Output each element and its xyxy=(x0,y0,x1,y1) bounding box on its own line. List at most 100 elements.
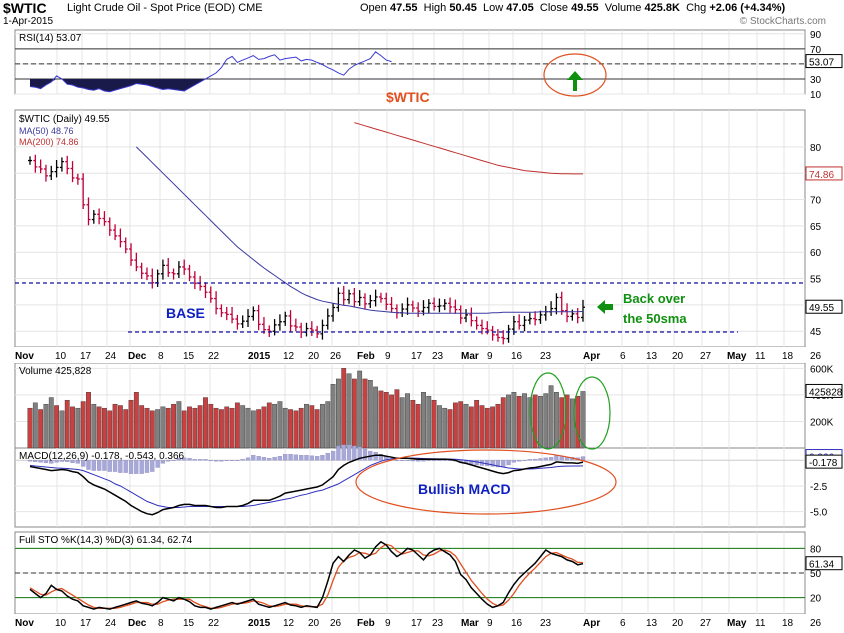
volume-bar xyxy=(165,407,171,449)
x-tick-label-top: 8 xyxy=(158,351,164,362)
x-tick-label-bottom: 24 xyxy=(105,618,117,629)
x-tick-label-bottom: Mar xyxy=(461,618,479,629)
price-tick-label: 70 xyxy=(810,196,822,207)
green-up-arrow-icon xyxy=(567,71,583,91)
volume-bar xyxy=(245,407,251,449)
x-tick-label-bottom: 6 xyxy=(620,618,626,629)
x-axis-strip-bottom xyxy=(0,614,844,633)
x-tick-label-top: Apr xyxy=(583,351,600,362)
macd-histogram-bar xyxy=(293,454,299,461)
x-tick-label-bottom: Apr xyxy=(583,618,600,629)
macd-histogram-bar xyxy=(495,460,501,468)
macd-histogram-bar xyxy=(38,460,43,463)
ma50-line xyxy=(135,146,584,314)
sto-last-value-box xyxy=(805,556,843,571)
x-tick-label-top: May xyxy=(727,351,747,362)
volume-bar xyxy=(256,409,262,449)
volume-bar xyxy=(410,399,416,449)
volume-bar xyxy=(351,378,357,449)
volume-bar xyxy=(75,407,81,449)
macd-histogram-bar xyxy=(176,458,182,461)
volume-bar xyxy=(187,406,192,449)
macd-histogram-bar xyxy=(27,460,33,462)
volume-bar xyxy=(463,403,469,449)
macd-histogram-bar xyxy=(198,459,203,461)
macd-histogram-bar xyxy=(394,460,400,461)
volume-bar xyxy=(500,397,506,449)
volume-bar xyxy=(559,397,565,449)
volume-bar xyxy=(543,393,549,449)
volume-bar xyxy=(149,410,155,449)
macd-histogram-bar xyxy=(511,460,517,463)
volume-bar xyxy=(277,401,283,449)
macd-histogram-bar xyxy=(235,460,240,461)
ma200-legend: MA(200) 74.86 xyxy=(19,137,79,147)
macd-histogram-bar xyxy=(256,456,261,461)
macd-histogram-bar xyxy=(527,459,532,461)
macd-histogram-bar xyxy=(49,460,54,464)
volume-bar xyxy=(346,373,352,449)
macd-histogram-bar xyxy=(506,460,511,466)
price-tick-label: 65 xyxy=(810,222,822,233)
volume-bar xyxy=(362,378,368,449)
price-tick-label: 45 xyxy=(810,327,822,338)
price-title: $WTIC (Daily) 49.55 xyxy=(19,114,110,125)
volume-bar xyxy=(43,403,49,449)
macd-histogram-bar xyxy=(70,460,75,464)
macd-signal-line xyxy=(29,457,584,508)
volume-bar xyxy=(373,386,379,449)
macd-histogram-bar xyxy=(187,458,192,461)
x-tick-label-top: 17 xyxy=(80,351,92,362)
symbol: $WTIC xyxy=(3,0,47,16)
volume-bar xyxy=(325,401,331,449)
x-tick-label-top: 27 xyxy=(700,351,712,362)
volume-bar xyxy=(437,405,442,449)
macd-histogram-bar xyxy=(240,459,245,461)
sto-title: Full STO %K(14,3) %D(3) 61.34, 62.74 xyxy=(19,535,193,546)
x-tick-label-top: 22 xyxy=(208,351,220,362)
macd-histogram-bar xyxy=(65,460,70,463)
macd-histogram-bar xyxy=(229,460,235,461)
x-tick-label-top: Feb xyxy=(357,351,375,362)
volume-bar xyxy=(527,397,533,449)
panel-price xyxy=(14,109,806,348)
macd-histogram-bar xyxy=(245,457,251,461)
macd-histogram-bar xyxy=(203,459,208,461)
volume-bar xyxy=(272,403,277,449)
macd-histogram-bar xyxy=(91,460,96,471)
sto-k-line xyxy=(29,540,584,610)
macd-histogram-bar xyxy=(352,445,357,461)
x-tick-label-top: 20 xyxy=(672,351,684,362)
x-tick-label-bottom: 2015 xyxy=(248,618,271,629)
price-tick-label: 60 xyxy=(810,248,822,259)
x-tick-label-bottom: 11 xyxy=(755,618,766,629)
volume-bar xyxy=(458,401,464,449)
ma200-last-value: 74.86 xyxy=(809,170,834,181)
price-last-value: 49.55 xyxy=(809,303,834,314)
volume-bar xyxy=(208,403,214,449)
sto-tick-label: 80 xyxy=(810,544,822,555)
volume-bar xyxy=(48,397,54,449)
macd-histogram-bar xyxy=(283,454,288,461)
base-annotation: BASE xyxy=(166,305,205,321)
volume-bar xyxy=(86,392,91,449)
rsi-tick-label: 30 xyxy=(810,75,822,86)
volume-bar xyxy=(474,399,480,449)
x-tick-label-top: 9 xyxy=(385,351,391,362)
x-tick-label-top: Dec xyxy=(128,351,147,362)
macd-histogram-bar xyxy=(469,460,474,465)
macd-last-value-box xyxy=(805,454,843,469)
copyright: © StockCharts.com xyxy=(739,16,826,27)
macd-histogram-bar xyxy=(33,460,38,463)
macd-histogram-bar xyxy=(304,455,309,461)
volume-bar xyxy=(213,407,219,449)
volume-bar xyxy=(128,399,134,449)
volume-last-value: 425828 xyxy=(809,387,843,398)
volume-bar xyxy=(426,396,432,449)
wtic-annotation: $WTIC xyxy=(386,89,430,105)
x-tick-label-bottom: 26 xyxy=(330,618,342,629)
macd-histogram-bar xyxy=(112,460,118,472)
green-left-arrow-icon xyxy=(597,300,613,314)
macd-histogram-bar xyxy=(182,457,187,461)
macd-histogram-bar xyxy=(336,445,341,461)
